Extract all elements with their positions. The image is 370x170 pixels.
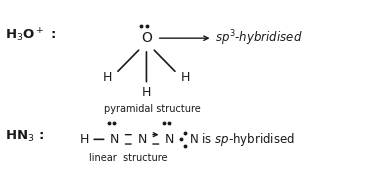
Text: H: H [180, 71, 190, 84]
Text: HN$_3$ :: HN$_3$ : [5, 129, 44, 144]
Text: N: N [110, 133, 119, 146]
Text: linear  structure: linear structure [89, 153, 168, 163]
Text: H$_3$O$^+$ :: H$_3$O$^+$ : [5, 26, 56, 44]
Text: N: N [165, 133, 174, 146]
Text: H: H [142, 86, 151, 99]
Text: N: N [137, 133, 147, 146]
Text: pyramidal structure: pyramidal structure [104, 104, 200, 114]
Text: H: H [79, 133, 89, 146]
Text: O: O [141, 31, 152, 45]
Text: H: H [103, 71, 112, 84]
Text: N is $sp$-hybridised: N is $sp$-hybridised [189, 131, 295, 148]
Text: $sp^3$-hybridised: $sp^3$-hybridised [215, 28, 303, 48]
